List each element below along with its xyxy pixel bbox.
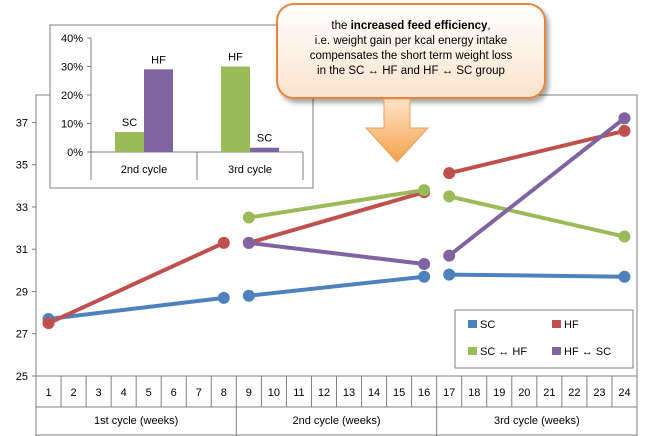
x-tick-label: 22 — [568, 387, 580, 399]
data-point-sc_hf — [443, 190, 456, 203]
x-tick-label: 21 — [543, 387, 555, 399]
callout-line-4: in the SC ↔ HF and HF ↔ SC group — [317, 65, 505, 77]
data-point-hf — [217, 236, 230, 249]
data-point-hf — [618, 124, 631, 137]
legend-swatch-sc — [468, 320, 477, 328]
inset-y-tick-label: 40% — [61, 33, 83, 45]
series-line-hf — [246, 190, 427, 245]
series-line-sc_hf — [447, 194, 627, 239]
inset-category-label: 2nd cycle — [121, 164, 167, 176]
legend-label-hf_sc: HF ↔ SC — [564, 346, 611, 358]
x-tick-label: 12 — [318, 387, 330, 399]
x-tick-label: 11 — [293, 387, 304, 399]
x-tick-label: 5 — [146, 387, 152, 399]
legend-swatch-hf_sc — [552, 347, 561, 355]
x-tick-label: 14 — [368, 387, 380, 399]
legend: SC HF SC ↔ HF HF ↔ SC — [454, 309, 634, 369]
x-tick-label: 16 — [418, 387, 430, 399]
x-tick-label: 2 — [71, 387, 77, 399]
inset-bar-label: HF — [228, 52, 243, 64]
inset-y-tick-label: 30% — [61, 62, 83, 74]
x-tick-label: 8 — [221, 387, 227, 399]
callout-bold-text: increased feed efficiency — [350, 20, 488, 32]
inset-y-tick-label: 0% — [67, 147, 83, 159]
legend-label-sc_hf: SC ↔ HF — [480, 346, 527, 358]
inset-bar-hf_sc — [250, 147, 279, 152]
inset-bar-sc_hf — [221, 66, 250, 152]
legend-label-sc: SC — [480, 319, 495, 331]
y-tick-label: 29 — [16, 286, 28, 298]
x-tick-label: 6 — [171, 387, 177, 399]
x-tick-label: 13 — [343, 387, 355, 399]
x-tick-label: 9 — [246, 387, 252, 399]
legend-box — [454, 309, 634, 369]
data-point-hf_sc — [242, 236, 255, 249]
inset-bar-hf_sc — [144, 69, 173, 152]
inset-y-tick-label: 20% — [61, 90, 83, 102]
callout-suffix: , — [487, 20, 491, 32]
efficiency-callout: the increased feed efficiency, i.e. weig… — [276, 3, 546, 99]
inset-bar-chart: 0% 10% 20% 30% 40% 2nd cycle 3rd cycle SC HF HF SC — [49, 24, 314, 189]
x-tick-label: 4 — [121, 387, 127, 399]
data-point-sc — [443, 268, 456, 281]
callout-line-2: i.e. weight gain per kcal energy intake — [314, 35, 508, 47]
y-tick-label: 27 — [16, 329, 28, 341]
series-line-sc_hf — [246, 188, 427, 220]
inset-category-label: 3rd cycle — [228, 164, 272, 176]
data-point-sc — [217, 291, 230, 304]
series-line-sc — [46, 295, 226, 321]
series-line-hf_sc — [447, 116, 627, 258]
series-line-sc — [246, 274, 427, 298]
data-point-hf_sc — [418, 258, 431, 271]
callout-prefix: the — [331, 20, 351, 32]
callout-line-3: compensates the short term weight loss — [309, 50, 513, 62]
inset-frame — [49, 24, 314, 189]
data-point-hf_sc — [618, 112, 631, 125]
x-tick-label: 3 — [96, 387, 102, 399]
legend-swatch-sc_hf — [468, 347, 477, 355]
inset-y-tick-label: 10% — [61, 119, 83, 131]
data-point-sc_hf — [418, 184, 431, 197]
y-tick-label: 37 — [16, 117, 28, 129]
x-tick-label: 20 — [518, 387, 530, 399]
legend-label-hf: HF — [564, 319, 579, 331]
data-point-sc — [618, 270, 631, 283]
inset-bar-label: SC — [122, 117, 137, 129]
x-group-label: 1st cycle (weeks) — [94, 415, 178, 427]
series-line-hf — [447, 128, 627, 176]
series-line-sc — [447, 272, 627, 279]
data-point-sc_hf — [242, 211, 255, 224]
inset-bar-sc_hf — [115, 132, 144, 152]
legend-swatch-hf — [552, 320, 561, 328]
data-point-hf — [42, 317, 55, 330]
y-tick-label: 31 — [16, 244, 28, 256]
x-tick-label: 17 — [443, 387, 455, 399]
data-point-hf — [443, 167, 456, 180]
data-point-hf_sc — [443, 249, 456, 262]
x-tick-label: 24 — [618, 387, 630, 399]
inset-bar-label: SC — [257, 133, 272, 145]
series-line-hf_sc — [246, 240, 427, 267]
series-line-hf — [46, 240, 226, 326]
x-tick-label: 7 — [196, 387, 202, 399]
x-tick-label: 23 — [593, 387, 605, 399]
data-point-sc — [418, 270, 431, 283]
x-group-label: 2nd cycle (weeks) — [292, 415, 380, 427]
y-tick-label: 35 — [16, 160, 28, 172]
data-point-sc_hf — [618, 230, 631, 243]
x-group-label: 3rd cycle (weeks) — [494, 415, 580, 427]
y-tick-label: 33 — [16, 202, 28, 214]
x-tick-label: 19 — [493, 387, 505, 399]
data-point-sc — [242, 289, 255, 302]
inset-bar-label: HF — [151, 54, 166, 66]
x-tick-label: 15 — [393, 387, 405, 399]
x-tick-label: 18 — [468, 387, 480, 399]
y-tick-label: 25 — [16, 371, 28, 383]
x-tick-label: 10 — [268, 387, 280, 399]
x-tick-label: 1 — [45, 387, 51, 399]
